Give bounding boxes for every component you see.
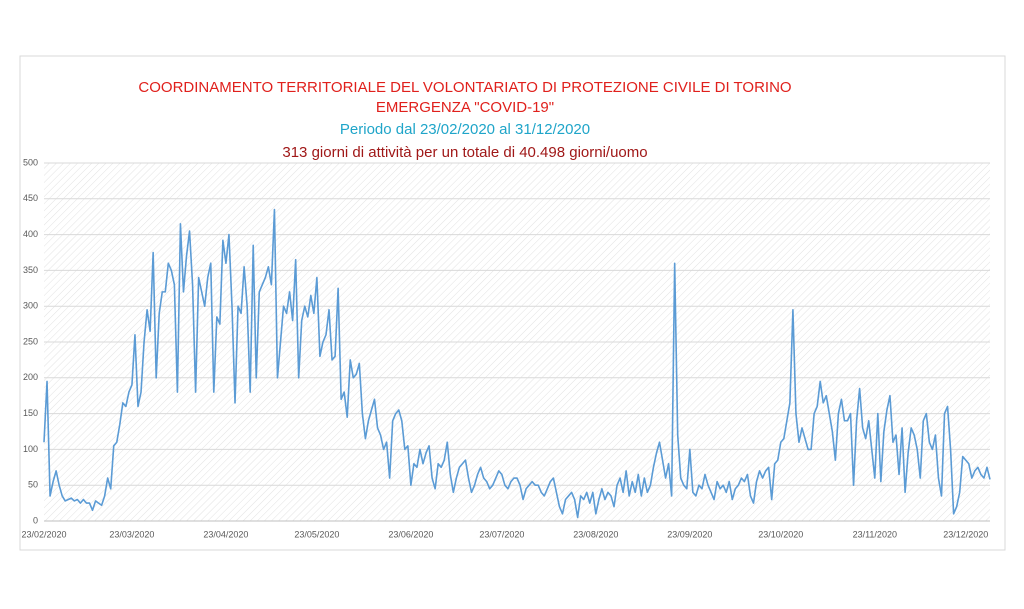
y-tick-label: 350 bbox=[23, 265, 38, 275]
x-tick-label: 23/12/2020 bbox=[943, 529, 988, 539]
summary-note: 313 giorni di attività per un totale di … bbox=[282, 144, 647, 161]
x-tick-label: 23/03/2020 bbox=[109, 529, 154, 539]
x-tick-label: 23/09/2020 bbox=[667, 529, 712, 539]
y-tick-label: 250 bbox=[23, 336, 38, 346]
y-tick-label: 150 bbox=[23, 408, 38, 418]
y-tick-label: 100 bbox=[23, 444, 38, 454]
chart-subtitle: EMERGENZA "COVID-19" bbox=[376, 99, 554, 116]
x-tick-label: 23/06/2020 bbox=[388, 529, 433, 539]
y-tick-label: 0 bbox=[33, 515, 38, 525]
x-tick-label: 23/11/2020 bbox=[853, 529, 897, 539]
x-tick-label: 23/02/2020 bbox=[21, 529, 66, 539]
period-note: Periodo dal 23/02/2020 al 31/12/2020 bbox=[340, 121, 590, 138]
x-tick-label: 23/07/2020 bbox=[479, 529, 524, 539]
y-tick-label: 450 bbox=[23, 193, 38, 203]
x-tick-label: 23/10/2020 bbox=[758, 529, 803, 539]
y-tick-label: 200 bbox=[23, 372, 38, 382]
y-tick-label: 400 bbox=[23, 229, 38, 239]
x-tick-label: 23/08/2020 bbox=[573, 529, 618, 539]
chart-title: COORDINAMENTO TERRITORIALE DEL VOLONTARI… bbox=[138, 79, 791, 96]
x-tick-label: 23/04/2020 bbox=[203, 529, 248, 539]
y-tick-label: 50 bbox=[28, 480, 38, 490]
data-line bbox=[43, 208, 991, 519]
x-tick-label: 23/05/2020 bbox=[294, 529, 339, 539]
y-tick-label: 500 bbox=[23, 157, 38, 167]
y-tick-label: 300 bbox=[23, 301, 38, 311]
